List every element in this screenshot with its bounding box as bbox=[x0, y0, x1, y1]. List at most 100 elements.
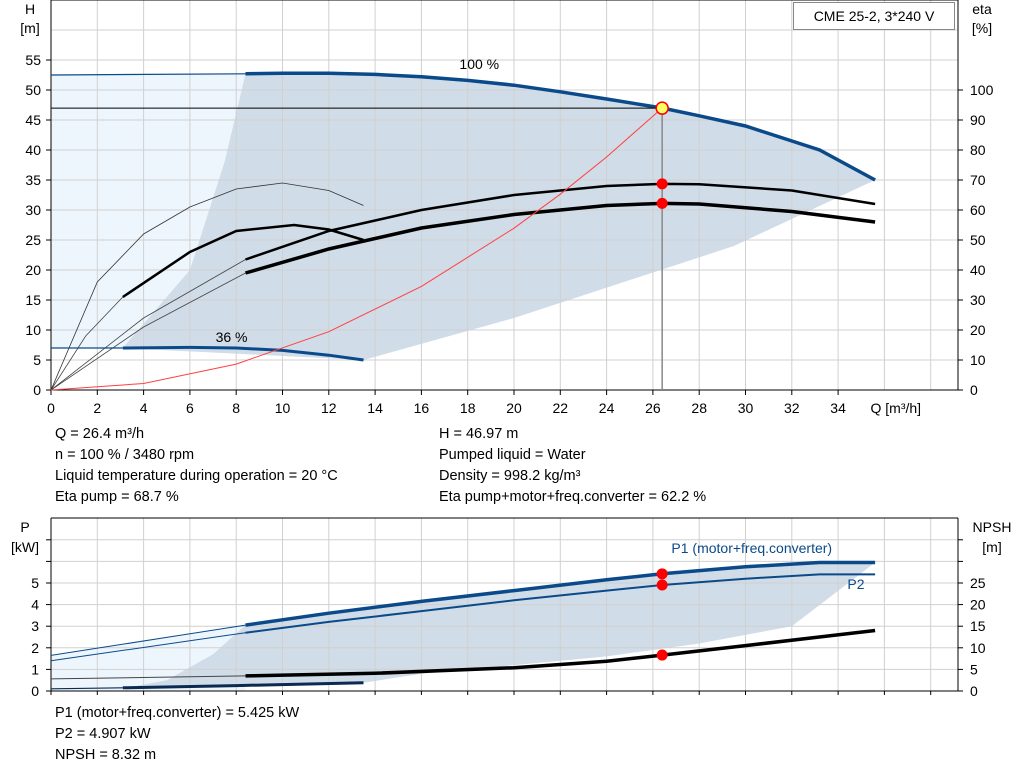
p2-curve-label: P2 bbox=[847, 576, 864, 592]
y-tick-label-right: 90 bbox=[970, 112, 986, 128]
p2-point bbox=[656, 579, 668, 591]
liquid-temperature: Liquid temperature during operation = 20… bbox=[55, 468, 338, 484]
y-tick-label-right: 40 bbox=[970, 262, 986, 278]
npsh-axis-unit: [m] bbox=[982, 539, 1001, 555]
head-36-curve bbox=[122, 345, 364, 362]
x-tick-label: 12 bbox=[321, 400, 337, 416]
x-tick-label: 14 bbox=[367, 400, 383, 416]
y-tick-label-right: 60 bbox=[970, 202, 986, 218]
y-tick-label-left: 55 bbox=[25, 52, 41, 68]
info-top-left: Q = 26.4 m³/h n = 100 % / 3480 rpm Liqui… bbox=[55, 424, 338, 508]
p1-curve bbox=[245, 560, 876, 627]
p-tick-label: 1 bbox=[31, 661, 39, 677]
x-tick-label: 34 bbox=[830, 400, 846, 416]
x-tick-label: 26 bbox=[645, 400, 661, 416]
p-tick-label: 2 bbox=[31, 640, 39, 656]
eta-pump-100-curve bbox=[245, 182, 876, 261]
annotation-100-percent: 100 % bbox=[459, 56, 499, 72]
p2-value: P2 = 4.907 kW bbox=[55, 726, 151, 742]
eta-pump-point bbox=[656, 178, 668, 190]
npsh-value: NPSH = 8.32 m bbox=[55, 747, 157, 763]
npsh-curve bbox=[245, 628, 876, 678]
p-tick-label: 0 bbox=[31, 683, 39, 699]
y-tick-label-left: 5 bbox=[33, 352, 41, 368]
y-tick-label-left: 20 bbox=[25, 262, 41, 278]
p-axis-unit: [kW] bbox=[11, 539, 39, 555]
y-tick-label-left: 40 bbox=[25, 142, 41, 158]
system-curve bbox=[50, 107, 663, 391]
npsh-tick-label: 0 bbox=[970, 683, 978, 699]
npsh-tick-label: 20 bbox=[970, 597, 986, 613]
p1-curve-label: P1 (motor+freq.converter) bbox=[671, 540, 832, 556]
x-tick-label: 16 bbox=[414, 400, 430, 416]
npsh-curve-extrapolated bbox=[50, 675, 246, 680]
x-tick-label: 4 bbox=[140, 400, 148, 416]
y-axis-unit-left: [m] bbox=[20, 20, 39, 36]
x-tick-label: 30 bbox=[738, 400, 754, 416]
p1-curve-extrapolated bbox=[50, 624, 246, 656]
speed-value: n = 100 % / 3480 rpm bbox=[55, 447, 195, 463]
power-36-curve bbox=[122, 681, 364, 690]
eta-pump-100-curve-extrapolated bbox=[50, 259, 246, 391]
p-tick-label: 5 bbox=[31, 575, 39, 591]
p2-curve-extrapolated bbox=[50, 632, 246, 662]
flow-value: Q = 26.4 m³/h bbox=[55, 426, 145, 442]
head-100-curve-extrapolated bbox=[50, 73, 246, 76]
x-axis-label: Q [m³/h] bbox=[871, 400, 922, 416]
x-tick-label: 10 bbox=[275, 400, 291, 416]
x-tick-label: 8 bbox=[232, 400, 240, 416]
y-tick-label-right: 0 bbox=[970, 382, 978, 398]
p2-curve bbox=[245, 573, 876, 634]
y-tick-label-right: 30 bbox=[970, 292, 986, 308]
npsh-tick-label: 25 bbox=[970, 575, 986, 591]
x-tick-label: 24 bbox=[599, 400, 615, 416]
pump-model-legend: CME 25-2, 3*240 V bbox=[793, 2, 955, 30]
y-tick-label-right: 10 bbox=[970, 352, 986, 368]
eta-total-36-curve bbox=[122, 223, 364, 299]
y-tick-label-left: 35 bbox=[25, 172, 41, 188]
p-tick-label: 4 bbox=[31, 597, 39, 613]
y-tick-label-left: 50 bbox=[25, 82, 41, 98]
p-axis-label: P bbox=[20, 519, 29, 535]
info-bottom: P1 (motor+freq.converter) = 5.425 kW P2 … bbox=[55, 703, 299, 766]
npsh-tick-label: 10 bbox=[970, 640, 986, 656]
x-tick-label: 0 bbox=[47, 400, 55, 416]
y-axis-unit-right: [%] bbox=[972, 20, 992, 36]
x-tick-label: 28 bbox=[691, 400, 707, 416]
p1-point bbox=[656, 568, 668, 580]
eta-total-36-curve-extrapolated bbox=[50, 296, 124, 391]
x-tick-label: 2 bbox=[93, 400, 101, 416]
eta-total-point bbox=[656, 197, 668, 209]
x-tick-label: 18 bbox=[460, 400, 476, 416]
eta-pump-36-curve bbox=[50, 182, 364, 391]
y-tick-label-left: 25 bbox=[25, 232, 41, 248]
npsh-tick-label: 15 bbox=[970, 618, 986, 634]
power-operating-region bbox=[122, 562, 876, 689]
y-tick-label-right: 20 bbox=[970, 322, 986, 338]
operating-point bbox=[655, 101, 669, 115]
head-100-curve bbox=[245, 71, 876, 182]
y-tick-label-left: 10 bbox=[25, 322, 41, 338]
y-tick-label-right: 70 bbox=[970, 172, 986, 188]
head-value: H = 46.97 m bbox=[439, 426, 519, 442]
y-tick-label-left: 15 bbox=[25, 292, 41, 308]
x-tick-label: 20 bbox=[506, 400, 522, 416]
annotation-36-percent: 36 % bbox=[216, 329, 248, 345]
x-tick-label: 32 bbox=[784, 400, 800, 416]
y-tick-label-left: 0 bbox=[33, 382, 41, 398]
y-axis-label-right: eta bbox=[972, 1, 992, 17]
eta-total-100-curve bbox=[245, 201, 876, 275]
info-top-right: H = 46.97 m Pumped liquid = Water Densit… bbox=[439, 424, 706, 508]
power-36-curve-extrapolated bbox=[50, 687, 123, 690]
y-tick-label-left: 45 bbox=[25, 112, 41, 128]
p-tick-label: 3 bbox=[31, 618, 39, 634]
npsh-tick-label: 5 bbox=[970, 661, 978, 677]
pumped-liquid: Pumped liquid = Water bbox=[439, 447, 586, 463]
y-tick-label-right: 80 bbox=[970, 142, 986, 158]
eta-total-100-curve-extrapolated bbox=[50, 272, 246, 391]
density-value: Density = 998.2 kg/m³ bbox=[439, 468, 581, 484]
x-tick-label: 22 bbox=[553, 400, 569, 416]
y-tick-label-right: 100 bbox=[970, 82, 994, 98]
eta-pump-value: Eta pump = 68.7 % bbox=[55, 489, 179, 505]
